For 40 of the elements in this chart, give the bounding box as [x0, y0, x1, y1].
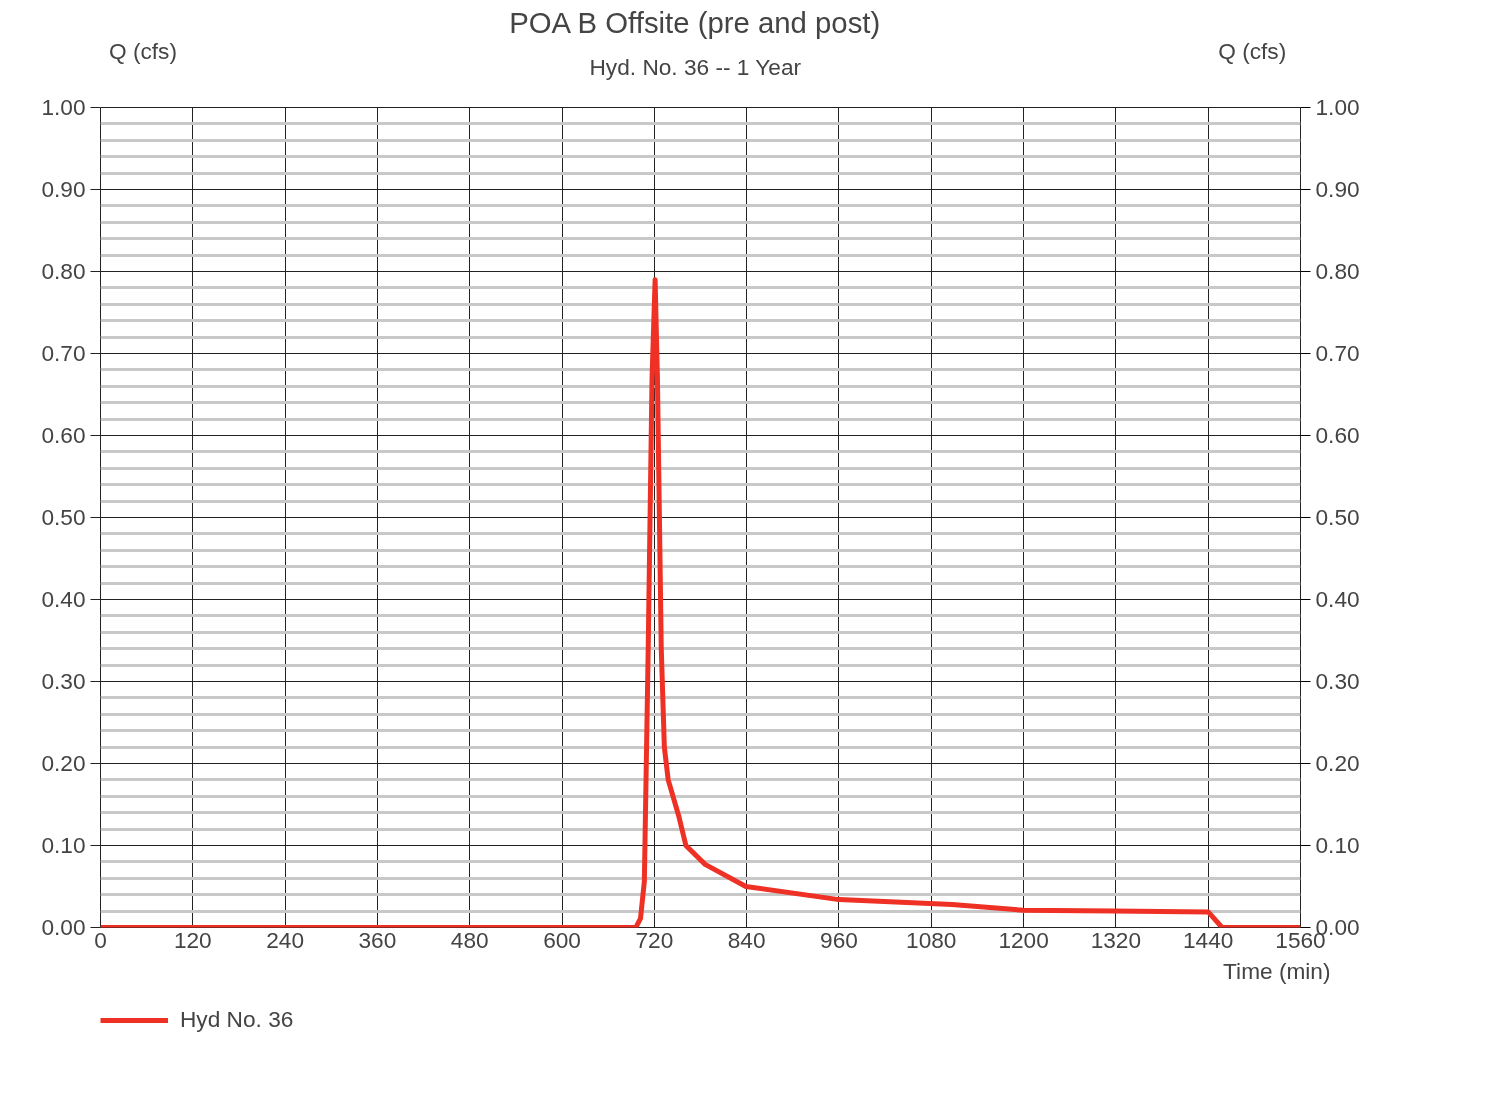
x-tick-label: 360: [358, 926, 397, 953]
chart-title: POA B Offsite (pre and post): [509, 6, 881, 39]
x-tick-label: 1200: [998, 926, 1049, 953]
x-tick-label: 240: [266, 926, 305, 953]
y2-axis-title: Q (cfs): [1218, 37, 1287, 64]
y-axis-title: Q (cfs): [109, 37, 177, 64]
y2-tick-label: 0.90: [1315, 176, 1360, 202]
y-tick-label: 0.10: [41, 832, 86, 858]
x-tick-label: 840: [727, 926, 766, 953]
x-tick-label: 600: [543, 926, 581, 953]
x-tick-label: 1320: [1090, 926, 1142, 953]
y-tick-label: 0.70: [41, 340, 86, 366]
y2-tick-label: 0.60: [1315, 422, 1360, 448]
y-tick-label: 0.60: [41, 422, 86, 448]
y-tick-label: 0.00: [41, 914, 86, 940]
y2-tick-label: 0.30: [1315, 668, 1360, 694]
y2-tick-label: 1.00: [1315, 94, 1360, 120]
x-tick-label: 1080: [906, 926, 957, 953]
x-tick-label: 120: [173, 926, 212, 953]
y-tick-label: 0.20: [41, 750, 86, 776]
y-tick-label: 0.80: [41, 258, 86, 284]
y2-tick-label: 0.10: [1315, 832, 1360, 858]
x-tick-label: 0: [94, 926, 107, 953]
y2-tick-label: 0.80: [1315, 258, 1360, 284]
x-tick-label: 720: [635, 926, 674, 953]
y2-tick-label: 0.40: [1315, 586, 1360, 612]
y-tick-label: 0.40: [41, 586, 86, 612]
y-tick-label: 0.50: [41, 504, 86, 530]
x-tick-label: 480: [450, 926, 489, 953]
chart-subtitle: Hyd. No. 36 -- 1 Year: [589, 53, 802, 80]
y-tick-label: 0.90: [41, 176, 86, 202]
y2-tick-label: 0.70: [1315, 340, 1360, 366]
y-tick-label: 1.00: [41, 94, 86, 120]
legend-label: Hyd No. 36: [180, 1006, 294, 1033]
x-axis-title: Time (min): [1223, 957, 1331, 984]
y2-tick-label: 0.20: [1315, 750, 1360, 776]
y2-tick-label: 0.50: [1315, 504, 1360, 530]
x-tick-label: 960: [820, 926, 858, 953]
y-tick-label: 0.30: [41, 668, 86, 694]
x-tick-label: 1440: [1182, 926, 1234, 953]
